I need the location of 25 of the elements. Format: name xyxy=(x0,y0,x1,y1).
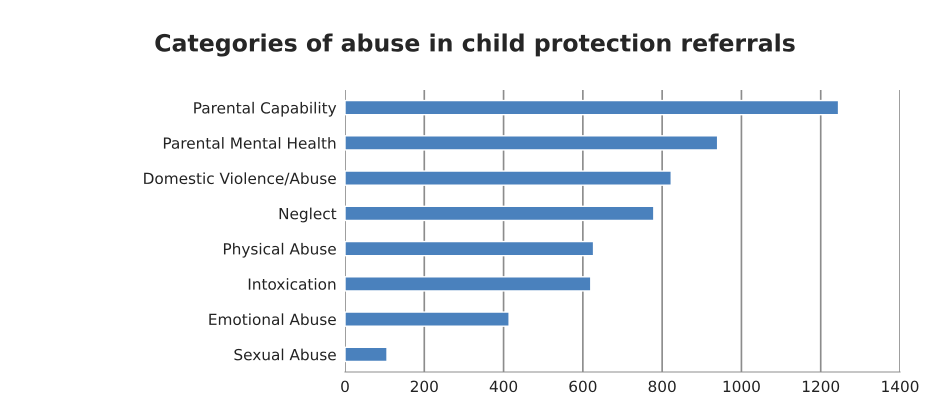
x-tick-label: 1200 xyxy=(802,380,840,392)
chart-title: Categories of abuse in child protection referrals xyxy=(155,33,795,57)
bar xyxy=(345,240,594,256)
y-tick-label: Parental Mental Health xyxy=(164,137,336,149)
y-tick-label: Domestic Violence/Abuse xyxy=(144,172,336,186)
bar xyxy=(345,170,672,186)
bar xyxy=(345,100,840,116)
bar xyxy=(345,135,718,151)
bar xyxy=(345,346,388,362)
y-tick-label: Parental Capability xyxy=(194,102,336,117)
bar xyxy=(345,311,510,327)
x-tick-label: 1400 xyxy=(882,380,918,392)
y-tick-label: Emotional Abuse xyxy=(209,313,336,326)
x-tick-label: 400 xyxy=(490,380,518,392)
y-tick-label: Physical Abuse xyxy=(224,242,336,258)
x-tick-label: 200 xyxy=(410,380,438,392)
y-tick-label: Neglect xyxy=(280,208,336,222)
y-tick-label: Intoxication xyxy=(248,278,336,290)
x-tick-label: 1000 xyxy=(724,380,760,392)
bar xyxy=(345,276,592,292)
x-tick-label: 800 xyxy=(648,380,676,392)
x-tick-label: 0 xyxy=(341,380,349,392)
bar xyxy=(345,206,655,222)
y-tick-label: Sexual Abuse xyxy=(234,348,336,360)
x-tick-label: 600 xyxy=(569,380,596,392)
